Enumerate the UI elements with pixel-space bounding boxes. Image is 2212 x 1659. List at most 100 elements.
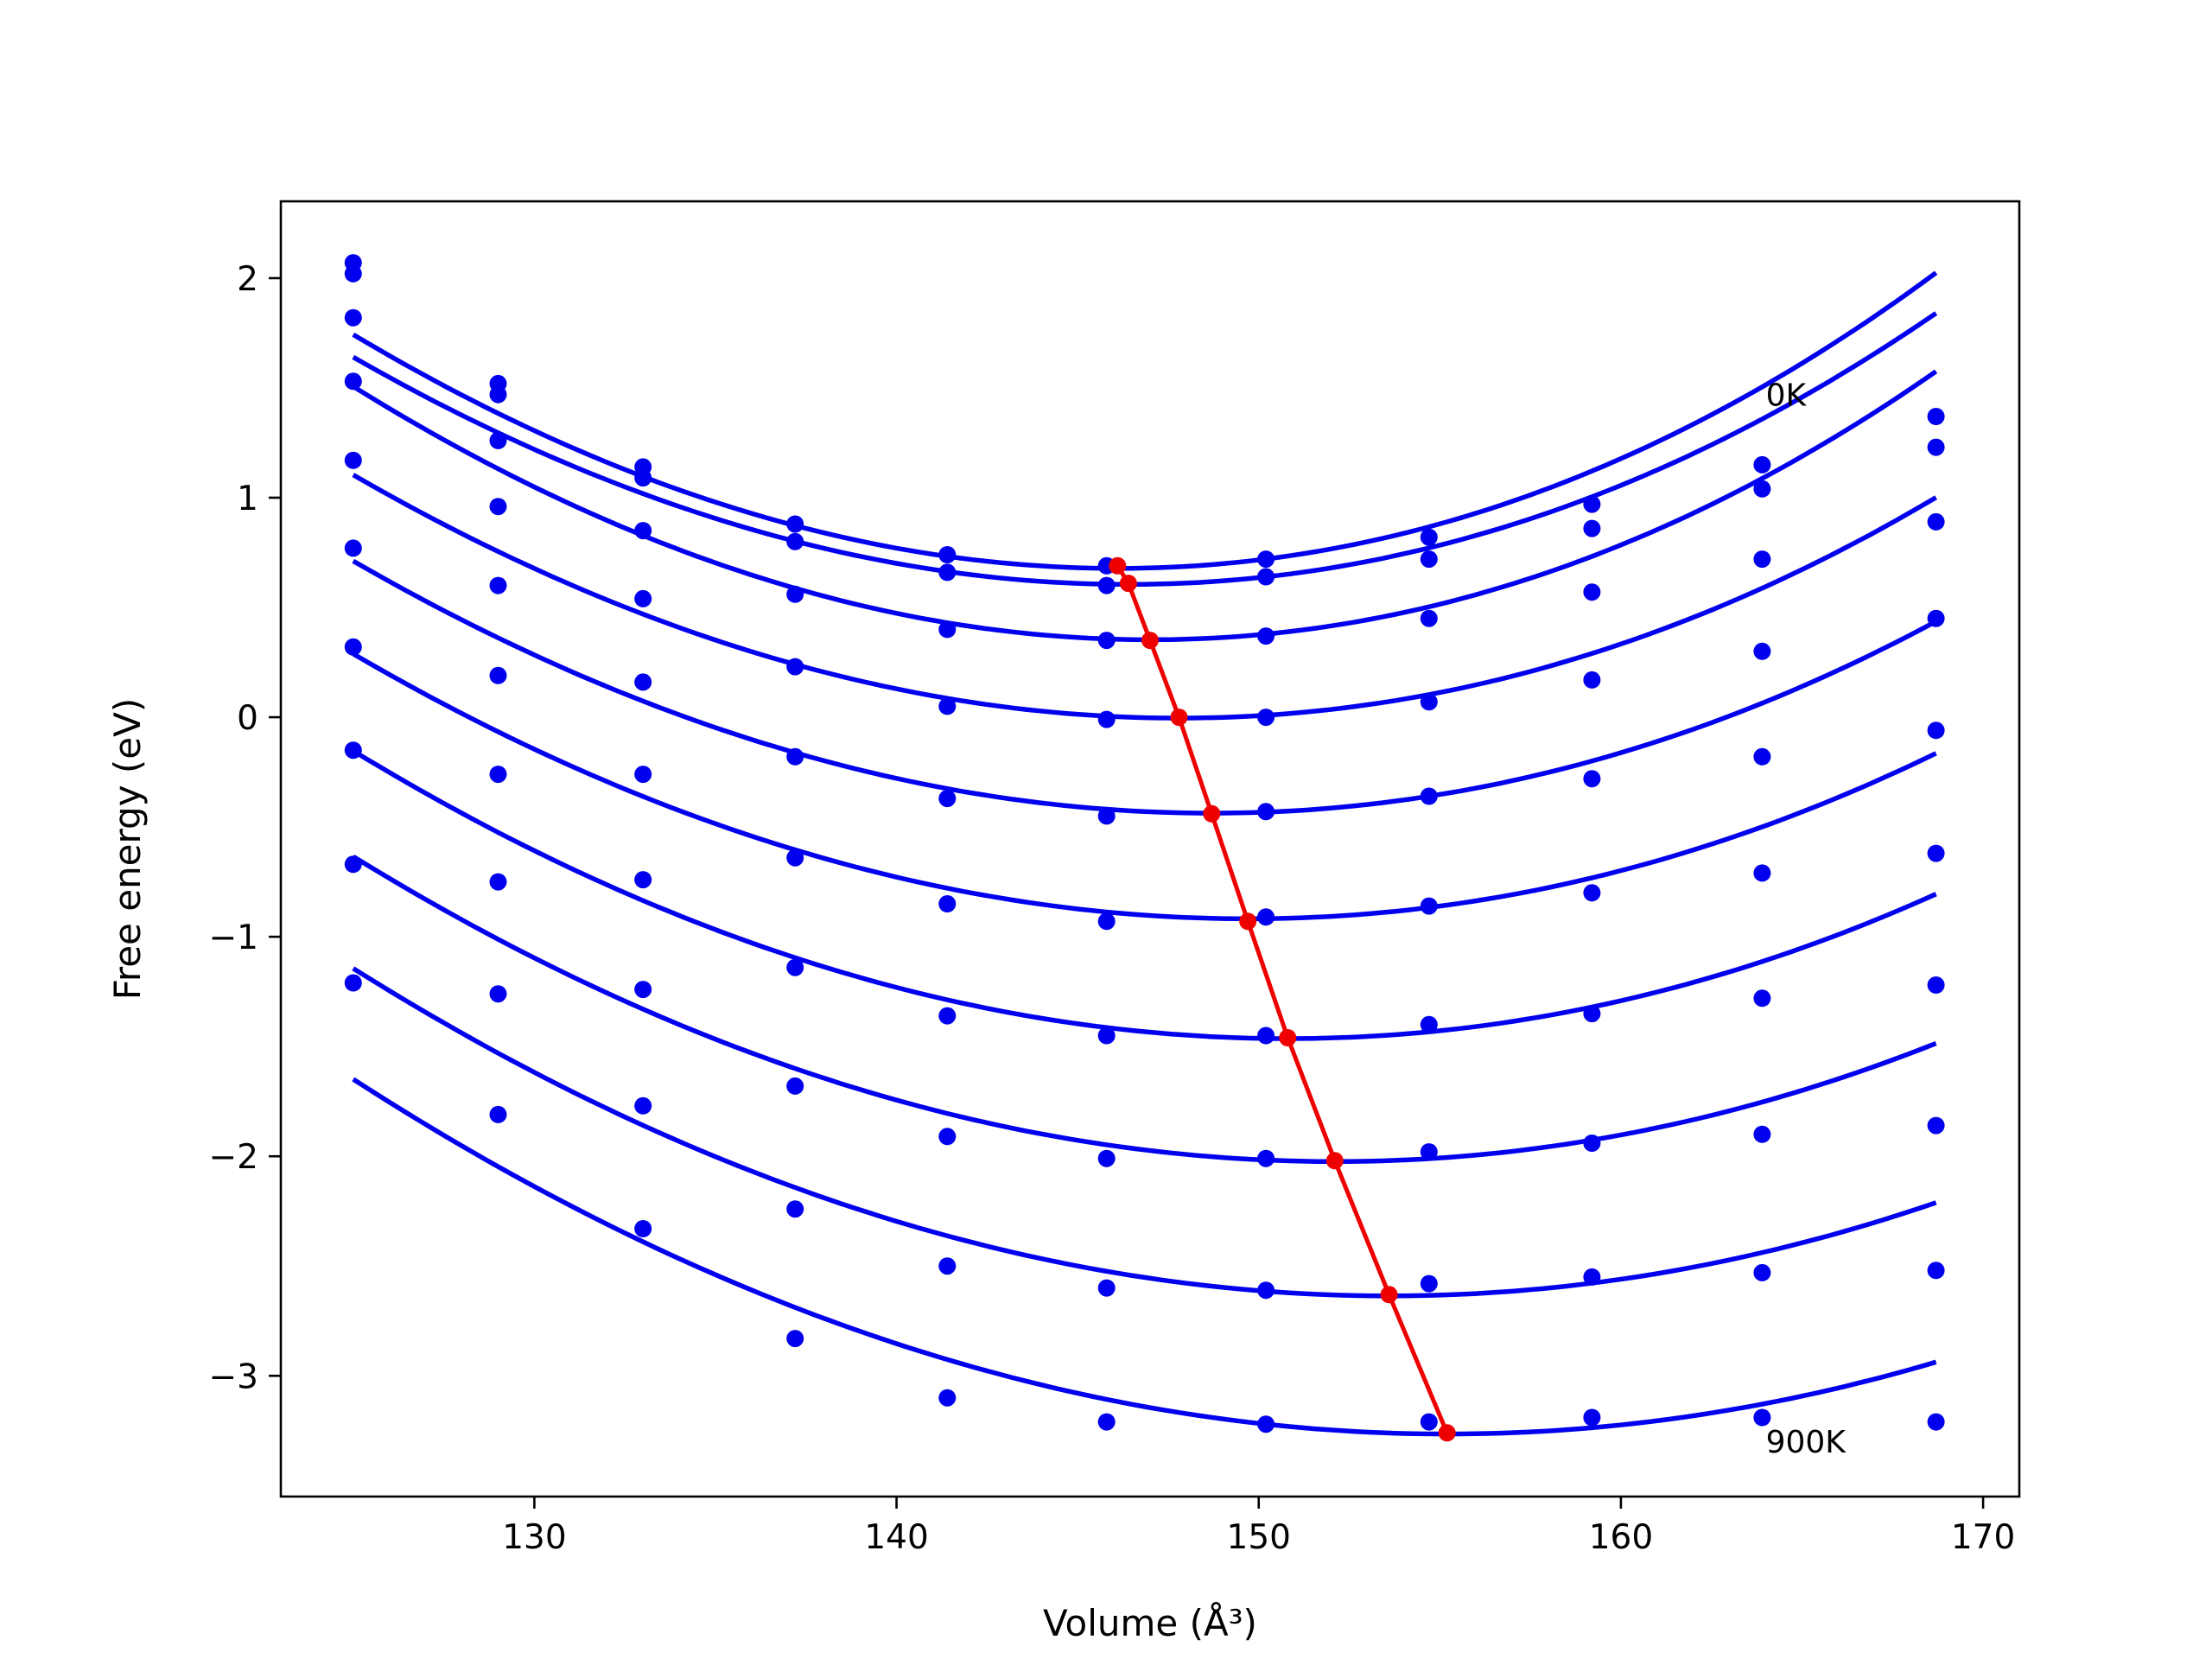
data-point [938,895,957,912]
data-point [489,873,507,891]
data-points [344,254,1945,1433]
fit-curve [352,1077,1937,1437]
data-point [1753,747,1771,766]
data-point [1420,787,1438,805]
minimum-point [1325,1152,1344,1170]
data-point [1927,512,1945,531]
data-point [344,974,362,992]
data-point [938,1007,957,1025]
data-point [344,741,362,760]
data-point [1257,1415,1275,1433]
data-point [489,431,507,449]
data-point [1753,989,1771,1007]
plot-frame [279,200,2021,1498]
data-point [1927,1262,1945,1280]
curve-annotation: 900K [1766,1425,1847,1460]
data-point [938,697,957,715]
data-point [1097,1027,1116,1045]
minimum-energy-path [1109,556,1456,1442]
data-point [1583,1408,1601,1427]
y-tick-label: −1 [209,918,259,957]
y-tick-label: −2 [209,1138,259,1177]
data-point [786,1330,804,1348]
data-point [1753,1408,1771,1427]
y-tick-label: −3 [209,1357,259,1396]
fit-curves [352,270,1938,1437]
data-point [938,620,957,639]
minimum-point [1438,1424,1456,1442]
y-axis-label: Free energy (eV) [106,698,149,1001]
data-point [1097,576,1116,594]
data-point [1583,519,1601,537]
data-point [1257,709,1275,727]
data-point [1420,1015,1438,1033]
data-point [938,563,957,582]
data-point [786,532,804,550]
data-point [634,766,652,784]
minimum-point [1203,804,1221,823]
data-point [1257,568,1275,586]
x-axis-label: Volume (Å³) [1043,1601,1257,1644]
y-tick-label: 0 [237,699,258,738]
data-point [1583,884,1601,902]
data-point [938,546,957,563]
x-tick-label: 170 [1951,1518,2015,1557]
data-point [786,1200,804,1218]
data-point [1420,550,1438,569]
data-point [1420,1413,1438,1431]
data-point [1583,671,1601,689]
minimum-point [1141,632,1159,650]
fit-curve [352,270,1938,571]
data-point [489,1105,507,1123]
data-point [344,539,362,557]
minimum-point [1380,1286,1398,1304]
data-point [938,1128,957,1146]
data-point [1257,908,1275,926]
data-point [344,372,362,391]
data-point [786,515,804,533]
data-point [1257,1149,1275,1167]
data-point [1753,550,1771,569]
minimum-point [1279,1029,1297,1046]
data-point [786,958,804,976]
curve-annotation: 0K [1766,378,1808,413]
data-point [1257,627,1275,645]
data-point [1420,528,1438,546]
fit-curve [352,652,1937,922]
data-point [1927,408,1945,425]
data-point [344,855,362,874]
data-point [489,666,507,684]
data-point [634,469,652,487]
data-point [1097,632,1116,650]
x-tick-label: 150 [1227,1518,1291,1557]
data-point [1583,1268,1601,1286]
data-point [1753,642,1771,660]
fit-curve [352,966,1937,1299]
data-point [1927,609,1945,627]
data-point [344,308,362,327]
data-point [1583,495,1601,513]
minimum-point [1109,556,1127,575]
minimum-point [1170,709,1188,727]
data-point [786,1077,804,1095]
data-point [344,638,362,656]
y-axis-ticks: −3 −2 −1 0 1 2 [209,260,281,1396]
data-point [634,673,652,691]
data-point [1257,550,1275,569]
data-point [634,981,652,999]
data-point [1420,1274,1438,1293]
x-tick-label: 160 [1589,1518,1653,1557]
annotations: 0K 900K [1766,378,1847,1460]
data-point [786,585,804,603]
data-point [1420,693,1438,711]
x-tick-label: 140 [864,1518,928,1557]
data-point [1583,770,1601,788]
data-point [344,264,362,283]
data-point [489,498,507,516]
data-point [634,871,652,889]
data-point [1753,1125,1771,1143]
x-tick-label: 130 [502,1518,566,1557]
data-point [489,385,507,404]
data-point [1420,897,1438,915]
